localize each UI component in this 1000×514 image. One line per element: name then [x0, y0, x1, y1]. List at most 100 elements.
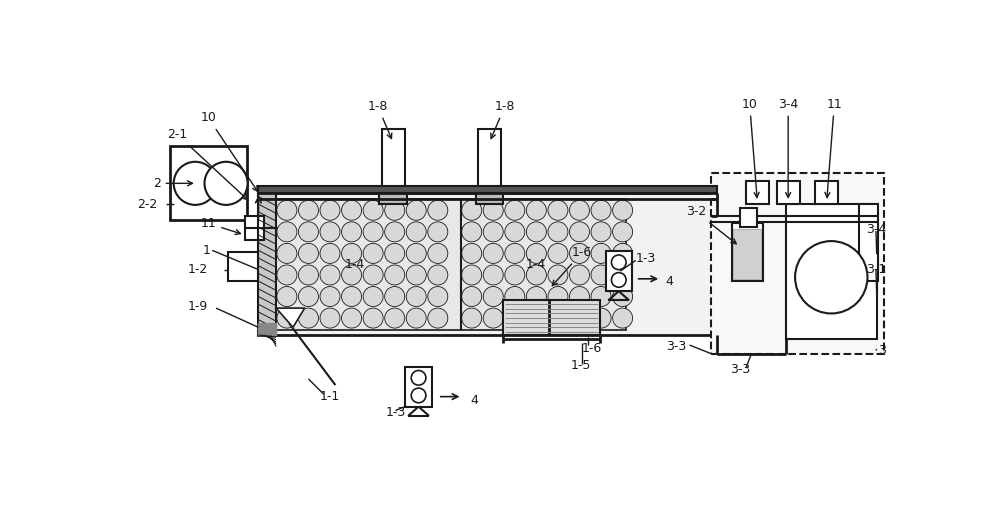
- Circle shape: [462, 200, 482, 221]
- Circle shape: [298, 286, 318, 306]
- Text: 1-2: 1-2: [188, 263, 208, 276]
- Circle shape: [385, 244, 405, 263]
- Text: 3-3: 3-3: [730, 363, 750, 376]
- Circle shape: [526, 286, 546, 306]
- Circle shape: [428, 200, 448, 221]
- Circle shape: [505, 265, 525, 285]
- Text: 3-2: 3-2: [686, 205, 736, 244]
- Circle shape: [298, 200, 318, 221]
- Circle shape: [277, 308, 297, 328]
- Polygon shape: [276, 308, 305, 327]
- Text: 3: 3: [878, 344, 886, 357]
- Circle shape: [569, 222, 590, 242]
- Text: 1-3: 1-3: [636, 251, 656, 265]
- Text: 1-4: 1-4: [525, 258, 546, 271]
- Circle shape: [320, 244, 340, 263]
- Circle shape: [569, 308, 590, 328]
- Circle shape: [385, 308, 405, 328]
- Circle shape: [526, 265, 546, 285]
- Circle shape: [385, 286, 405, 306]
- Circle shape: [613, 308, 633, 328]
- Text: 10: 10: [200, 112, 258, 191]
- Circle shape: [406, 244, 426, 263]
- Circle shape: [569, 286, 590, 306]
- Bar: [228, 252, 258, 281]
- Circle shape: [569, 244, 590, 263]
- Bar: [606, 251, 632, 291]
- Circle shape: [548, 244, 568, 263]
- Bar: [276, 199, 461, 329]
- Text: 2-2: 2-2: [137, 197, 157, 211]
- Circle shape: [613, 265, 633, 285]
- Circle shape: [320, 200, 340, 221]
- Text: 3-3: 3-3: [666, 340, 687, 353]
- Circle shape: [342, 286, 362, 306]
- Circle shape: [526, 222, 546, 242]
- Polygon shape: [258, 323, 276, 335]
- Circle shape: [320, 308, 340, 328]
- Circle shape: [406, 222, 426, 242]
- Circle shape: [298, 244, 318, 263]
- Circle shape: [591, 222, 611, 242]
- Text: 4: 4: [665, 274, 673, 288]
- Bar: [740, 208, 757, 227]
- Circle shape: [428, 286, 448, 306]
- Circle shape: [569, 265, 590, 285]
- Circle shape: [613, 286, 633, 306]
- Circle shape: [320, 265, 340, 285]
- Text: 1-9: 1-9: [188, 300, 208, 313]
- Circle shape: [795, 241, 867, 314]
- Circle shape: [342, 200, 362, 221]
- Circle shape: [363, 244, 383, 263]
- Bar: [746, 181, 769, 204]
- Circle shape: [385, 265, 405, 285]
- Bar: [786, 204, 877, 339]
- Text: 3-1: 3-1: [866, 263, 886, 276]
- Bar: [478, 130, 501, 193]
- Text: 1-3: 1-3: [385, 406, 406, 418]
- Circle shape: [411, 371, 426, 385]
- Circle shape: [277, 222, 297, 242]
- Circle shape: [277, 200, 297, 221]
- Bar: [733, 229, 761, 279]
- Circle shape: [428, 265, 448, 285]
- Circle shape: [298, 222, 318, 242]
- Circle shape: [205, 162, 248, 205]
- Circle shape: [298, 265, 318, 285]
- Circle shape: [462, 244, 482, 263]
- Circle shape: [613, 200, 633, 221]
- Circle shape: [277, 265, 297, 285]
- Bar: [815, 181, 838, 204]
- Circle shape: [483, 265, 503, 285]
- Circle shape: [483, 222, 503, 242]
- Circle shape: [483, 200, 503, 221]
- Circle shape: [462, 265, 482, 285]
- Text: 10: 10: [742, 98, 759, 197]
- Circle shape: [526, 200, 546, 221]
- Bar: [258, 193, 276, 335]
- Circle shape: [569, 200, 590, 221]
- Text: 2-1: 2-1: [167, 128, 248, 199]
- Circle shape: [411, 388, 426, 403]
- Circle shape: [462, 308, 482, 328]
- Text: 1-8: 1-8: [368, 100, 392, 139]
- Circle shape: [591, 265, 611, 285]
- Circle shape: [483, 308, 503, 328]
- Circle shape: [363, 200, 383, 221]
- Circle shape: [174, 162, 217, 205]
- Bar: [245, 216, 264, 241]
- Bar: [711, 173, 884, 354]
- Circle shape: [406, 286, 426, 306]
- Circle shape: [505, 244, 525, 263]
- Circle shape: [385, 200, 405, 221]
- Circle shape: [548, 265, 568, 285]
- Circle shape: [342, 244, 362, 263]
- Circle shape: [342, 308, 362, 328]
- Circle shape: [526, 244, 546, 263]
- Circle shape: [406, 308, 426, 328]
- Text: 1-5: 1-5: [570, 359, 591, 372]
- Circle shape: [406, 265, 426, 285]
- Circle shape: [548, 308, 568, 328]
- Circle shape: [363, 308, 383, 328]
- Circle shape: [342, 222, 362, 242]
